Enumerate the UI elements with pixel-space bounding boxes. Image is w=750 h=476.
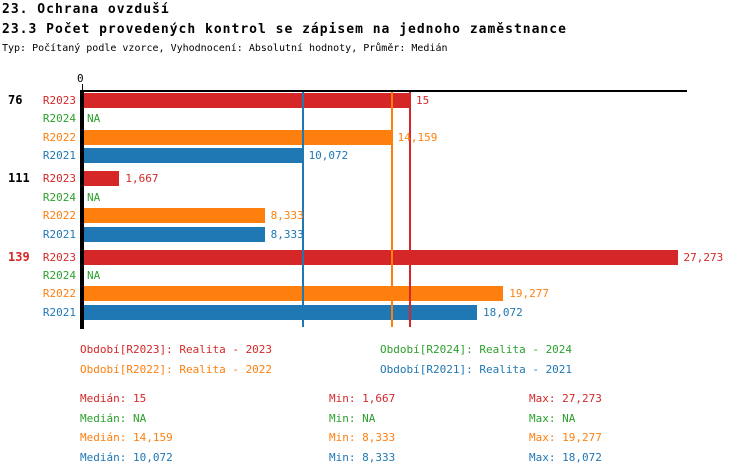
bar-na-label: NA: [87, 190, 101, 204]
row-label: R2024: [42, 112, 76, 126]
row-label: R2023: [42, 94, 76, 107]
bar: [84, 171, 120, 187]
stat-median-r2023: Medián: 15: [80, 392, 147, 405]
row-label: R2022: [42, 130, 76, 144]
x-axis-line: [83, 90, 687, 92]
bar: [84, 286, 504, 302]
stat-max-r2024: Max: NA: [529, 411, 576, 425]
stat-max-r2023: Max: 27,273: [529, 392, 602, 405]
group-label: 76: [8, 93, 23, 107]
legend-item-r2023: Období[R2023]: Realita - 2023: [80, 343, 273, 356]
stat-min-r2022: Min: 8,333: [329, 431, 396, 444]
stat-min-r2021: Min: 8,333: [329, 450, 396, 464]
row-label: R2021: [42, 227, 76, 241]
group-label: 111: [8, 171, 30, 186]
stat-max-r2021: Max: 18,072: [529, 450, 602, 464]
bar-value-label: 14,159: [397, 130, 438, 144]
bar-value-label: 15: [416, 94, 430, 107]
row-label: R2023: [42, 172, 76, 186]
row-label: R2023: [42, 250, 76, 264]
bar-na-label: NA: [87, 112, 101, 126]
row-label: R2022: [42, 287, 76, 301]
legend-item-r2024: Období[R2024]: Realita - 2024: [380, 343, 573, 356]
row-label: R2022: [42, 209, 76, 223]
bar: [84, 129, 392, 145]
bar: [84, 226, 265, 242]
legend-item-r2022: Období[R2022]: Realita - 2022: [80, 362, 273, 376]
page-title: 23. Ochrana ovzduší: [2, 2, 170, 17]
row-label: R2024: [42, 190, 76, 204]
x-axis-zero-tick-label: 0: [77, 72, 84, 85]
stat-max-r2022: Max: 19,277: [529, 431, 602, 444]
stat-min-r2023: Min: 1,667: [329, 392, 396, 405]
bar-value-label: 1,667: [125, 172, 159, 186]
stat-median-r2022: Medián: 14,159: [80, 431, 173, 444]
chart-subtitle: Typ: Počítaný podle vzorce, Vyhodnocení:…: [2, 43, 448, 54]
row-label: R2021: [42, 305, 76, 319]
chart-title: 23.3 Počet provedených kontrol se zápise…: [2, 22, 567, 37]
bar-value-label: 8,333: [270, 227, 304, 241]
median-line: [390, 92, 393, 327]
legend-item-r2021: Období[R2021]: Realita - 2021: [380, 362, 573, 376]
stat-min-r2024: Min: NA: [329, 411, 376, 425]
median-line: [301, 92, 304, 327]
bar: [84, 249, 678, 265]
stat-median-r2021: Medián: 10,072: [80, 450, 173, 464]
bar: [84, 304, 477, 320]
stat-median-r2024: Medián: NA: [80, 411, 147, 425]
row-label: R2021: [42, 149, 76, 163]
bar-value-label: 10,072: [308, 149, 349, 163]
y-axis-line: [80, 90, 84, 329]
bar: [84, 208, 265, 224]
bar: [84, 93, 410, 108]
row-label: R2024: [42, 269, 76, 282]
x-axis-zero-tick: [82, 84, 83, 90]
bar-na-label: NA: [87, 269, 101, 282]
bar-value-label: 19,277: [509, 287, 549, 301]
bar: [84, 148, 303, 164]
median-line: [409, 92, 411, 327]
bar-value-label: 8,333: [270, 209, 304, 223]
group-label: 139: [8, 249, 30, 264]
bar-value-label: 18,072: [482, 305, 523, 319]
bar-value-label: 27,273: [683, 250, 724, 264]
